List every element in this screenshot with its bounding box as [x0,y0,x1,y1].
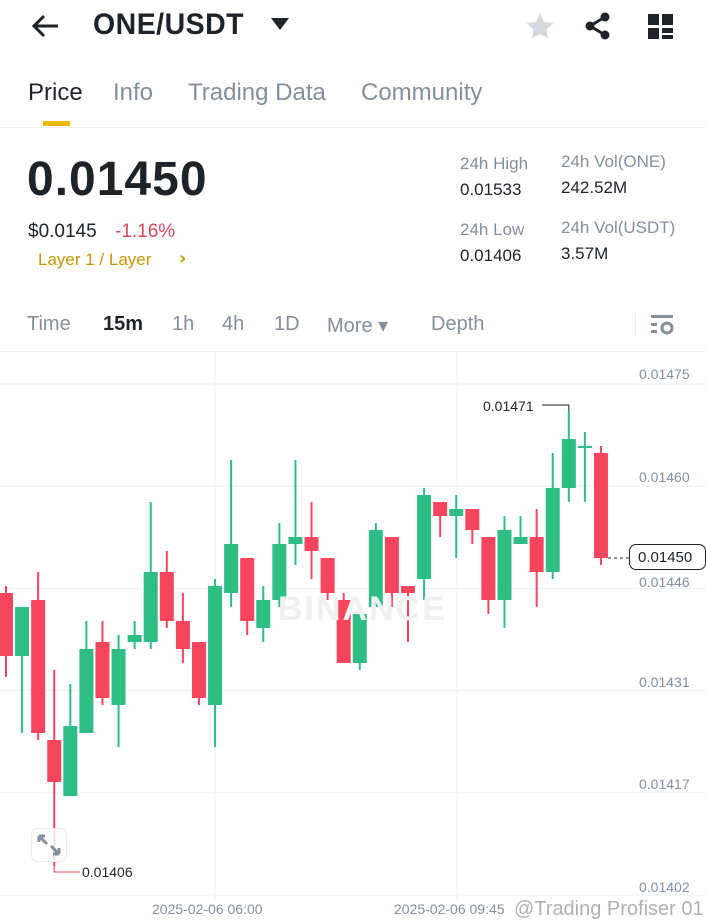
candle-body [304,537,319,551]
candle-body [449,509,464,516]
depth-tab[interactable]: Depth [431,313,485,335]
candle-body [593,453,608,558]
candle-body [159,572,174,621]
candle-body [513,537,528,544]
candle-body [368,530,383,607]
candle-body [47,740,62,782]
divider [0,351,706,352]
candle-body [417,495,432,579]
candle-body [401,586,415,593]
candle-body [15,607,30,656]
low-value: 0.01406 [460,246,522,265]
y-tick-label: 0.01417 [639,776,690,792]
grid-icon[interactable] [648,14,674,40]
candle-body [191,642,206,698]
candle-body [224,544,239,593]
low-label: 24h Low [460,220,525,239]
vol-quote-label: 24h Vol(USDT) [561,218,676,237]
chart-settings-icon[interactable] [650,314,674,336]
interval-1d[interactable]: 1D [274,313,300,335]
tab-community[interactable]: Community [361,79,483,106]
share-icon[interactable] [584,12,612,40]
vol-base-value: 242.52M [561,178,628,197]
candle-body [111,649,126,705]
dropdown-caret-icon[interactable] [271,18,289,30]
candle-body [95,642,110,698]
x-tick-label: 2025-02-06 09:45 [394,901,505,917]
usd-price: $0.0145 [28,221,97,242]
candle-body [352,614,367,663]
vol-base-label: 24h Vol(ONE) [561,152,666,171]
candlestick-chart[interactable] [0,352,706,922]
back-arrow-icon[interactable] [30,12,62,40]
current-price-tag: 0.01450 [629,544,706,570]
min-price-label: 0.01406 [82,864,133,880]
divider [0,127,706,128]
min-marker-line [53,866,80,873]
candle-body [256,600,271,628]
interval-4h[interactable]: 4h [222,313,245,335]
active-tab-indicator [43,121,70,126]
candle-body [240,558,255,621]
y-tick-label: 0.01460 [639,469,690,485]
price-change: -1.16% [115,221,176,242]
candle-body [79,649,94,733]
last-price: 0.01450 [27,153,208,206]
candle-body [127,635,142,642]
candle-body [384,537,399,593]
interval-1h[interactable]: 1h [172,313,195,335]
candle-body [433,502,448,516]
interval-15m[interactable]: 15m [103,313,144,335]
candle-body [0,593,13,656]
candle-body [465,509,480,530]
candle-body [529,537,544,572]
candle-body [208,586,223,705]
high-label: 24h High [460,154,529,173]
fullscreen-button[interactable] [31,828,67,862]
candle-body [545,488,560,572]
y-tick-label: 0.01402 [639,879,690,895]
candle-body [272,544,287,600]
binance-watermark: BINANCE [278,590,447,628]
y-tick-label: 0.01446 [639,574,690,590]
max-marker-line [542,404,570,411]
candle-body [288,537,303,544]
candle-body [577,446,592,448]
tab-info[interactable]: Info [113,79,154,106]
category-link[interactable]: Layer 1 / Layer [38,250,152,269]
expand-icon [37,834,61,856]
divider [635,313,636,337]
candle-body [481,537,496,600]
vol-quote-value: 3.57M [561,244,609,263]
high-value: 0.01533 [460,180,522,199]
y-tick-label: 0.01475 [639,366,690,382]
candle-body [63,726,78,796]
candle-body [336,600,351,663]
tab-trading-data[interactable]: Trading Data [188,79,326,106]
candle-body [561,439,576,488]
interval-more[interactable]: More ▾ [327,315,389,337]
overlay-watermark: @Trading Profiser 01 [514,898,704,920]
candle-body [175,621,190,649]
candle-body [143,572,158,642]
tab-price[interactable]: Price [28,79,83,106]
max-price-label: 0.01471 [483,398,534,414]
y-tick-label: 0.01431 [639,674,690,690]
x-tick-label: 2025-02-06 06:00 [152,901,263,917]
candle-body [320,558,335,593]
chevron-right-icon[interactable]: › [179,248,187,269]
candle-body [497,530,512,600]
candle-body [31,600,46,733]
interval-time[interactable]: Time [27,313,71,335]
star-icon[interactable] [526,12,554,40]
pair-title[interactable]: ONE/USDT [93,8,245,41]
